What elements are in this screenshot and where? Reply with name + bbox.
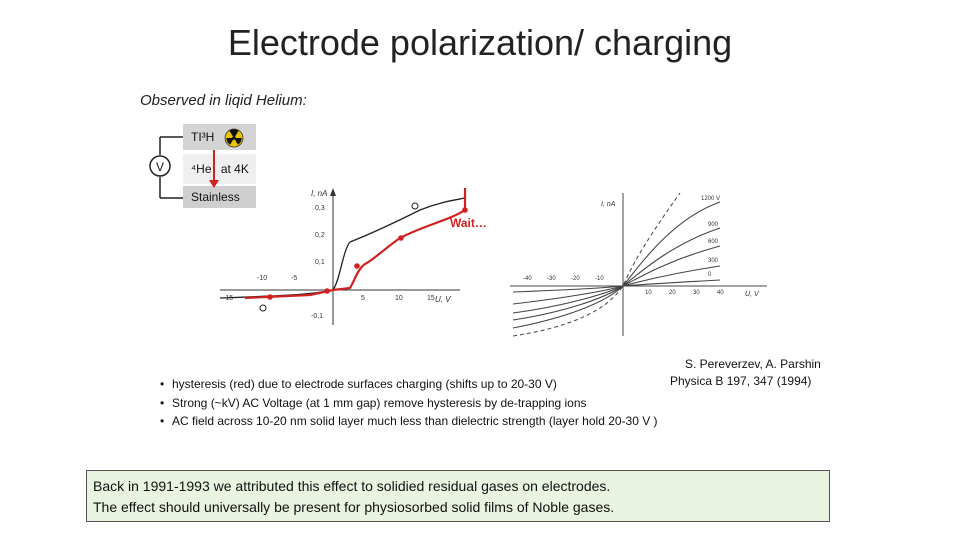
bullet-text: Strong (~kV) AC Voltage (at 1 mm gap) re… xyxy=(172,396,587,410)
citation-journal: Physica B 197, 347 (1994) xyxy=(670,374,812,388)
ac-voltage-plot: I, nA U, V -40 -30 -20 -10 10 20 30 40 1… xyxy=(510,192,767,337)
tritium-label: TI³H xyxy=(191,130,215,144)
left-y-tick: 0,1 xyxy=(315,259,325,266)
right-x-tick: -10 xyxy=(595,276,604,282)
temperature-label: at 4K xyxy=(220,162,249,176)
right-y-unit: I, nA xyxy=(601,201,616,208)
bullet-text: AC field across 10-20 nm solid layer muc… xyxy=(172,414,658,428)
bullet-glyph: • xyxy=(160,414,165,428)
left-y-tick: -0,1 xyxy=(311,313,323,320)
bullet-item: • Strong (~kV) AC Voltage (at 1 mm gap) r… xyxy=(160,396,587,410)
iv-curve-dashed xyxy=(512,192,681,337)
voltage-source-icon xyxy=(149,155,171,177)
iv-curve-900 xyxy=(512,227,721,321)
curve-label: 0 xyxy=(708,272,712,278)
bullet-item: • AC field across 10-20 nm solid layer mu… xyxy=(160,414,658,428)
iv-curve-600 xyxy=(512,245,721,314)
radiation-hazard-icon xyxy=(224,128,244,148)
right-x-tick: -30 xyxy=(547,276,556,282)
stainless-label: Stainless xyxy=(191,190,240,204)
left-x-tick: 5 xyxy=(361,295,365,302)
bullet-item: • hysteresis (red) due to electrode surfa… xyxy=(160,377,557,391)
hysteresis-plot: I, nA U, V 0,3 0,2 0,1 -0,1 -15 -10 -5 5… xyxy=(219,188,468,325)
left-x-unit: U, V xyxy=(435,295,451,304)
slide-subtitle: Observed in liqid Helium: xyxy=(140,92,307,109)
hysteresis-point xyxy=(354,263,360,269)
iv-curve-1200 xyxy=(512,201,721,329)
left-x-tick: -15 xyxy=(223,295,233,302)
curve-label: 1200 V xyxy=(701,196,720,202)
left-x-tick: -10 xyxy=(257,275,267,282)
conclusion-line: Back in 1991-1993 we attributed this eff… xyxy=(93,478,611,494)
conclusion-line: The effect should universally be present… xyxy=(93,499,615,515)
ion-flow-arrow-icon xyxy=(209,150,219,188)
hysteresis-point xyxy=(398,235,404,241)
left-y-tick: 0,3 xyxy=(315,205,325,212)
right-x-unit: U, V xyxy=(745,291,760,298)
left-y-unit: I, nA xyxy=(311,189,327,198)
left-x-tick: -5 xyxy=(291,275,297,282)
right-x-tick: 30 xyxy=(693,290,700,296)
bullet-text: hysteresis (red) due to electrode surfac… xyxy=(172,377,557,391)
curve-marker-b xyxy=(259,304,267,312)
hysteresis-point xyxy=(462,207,468,213)
reference-iv-curve xyxy=(219,197,466,299)
stainless-layer: Stainless xyxy=(183,186,256,208)
curve-label: 600 xyxy=(708,239,719,245)
iv-curve-0 xyxy=(512,279,721,293)
bullet-glyph: • xyxy=(160,377,165,391)
cell-schematic: V xyxy=(149,136,183,199)
tritium-layer: TI³H xyxy=(183,124,256,150)
curve-label: 300 xyxy=(708,258,719,264)
curve-marker-a xyxy=(411,202,419,210)
left-x-tick: 10 xyxy=(395,295,403,302)
left-x-tick: 15 xyxy=(427,295,435,302)
slide-title: Electrode polarization/ charging xyxy=(227,22,733,63)
right-x-tick: 40 xyxy=(717,290,724,296)
hysteresis-point xyxy=(267,294,273,300)
wait-annotation: Wait… xyxy=(450,216,487,230)
right-x-tick: 10 xyxy=(645,290,652,296)
helium-label: ⁴He xyxy=(191,162,212,176)
voltage-label: V xyxy=(156,160,164,174)
right-x-tick: -40 xyxy=(523,276,532,282)
iv-curve-300 xyxy=(512,265,721,305)
right-x-tick: 20 xyxy=(669,290,676,296)
hysteresis-point xyxy=(324,288,330,294)
citation-authors: S. Pereverzev, A. Parshin xyxy=(685,357,821,371)
curve-label: 900 xyxy=(708,222,719,228)
helium-layer: ⁴He at 4K xyxy=(183,154,256,184)
left-y-tick: 0,2 xyxy=(315,232,325,239)
conclusion-box: Back in 1991-1993 we attributed this eff… xyxy=(86,470,830,522)
right-x-tick: -20 xyxy=(571,276,580,282)
bullet-glyph: • xyxy=(160,396,165,410)
hysteresis-curve xyxy=(244,188,467,300)
